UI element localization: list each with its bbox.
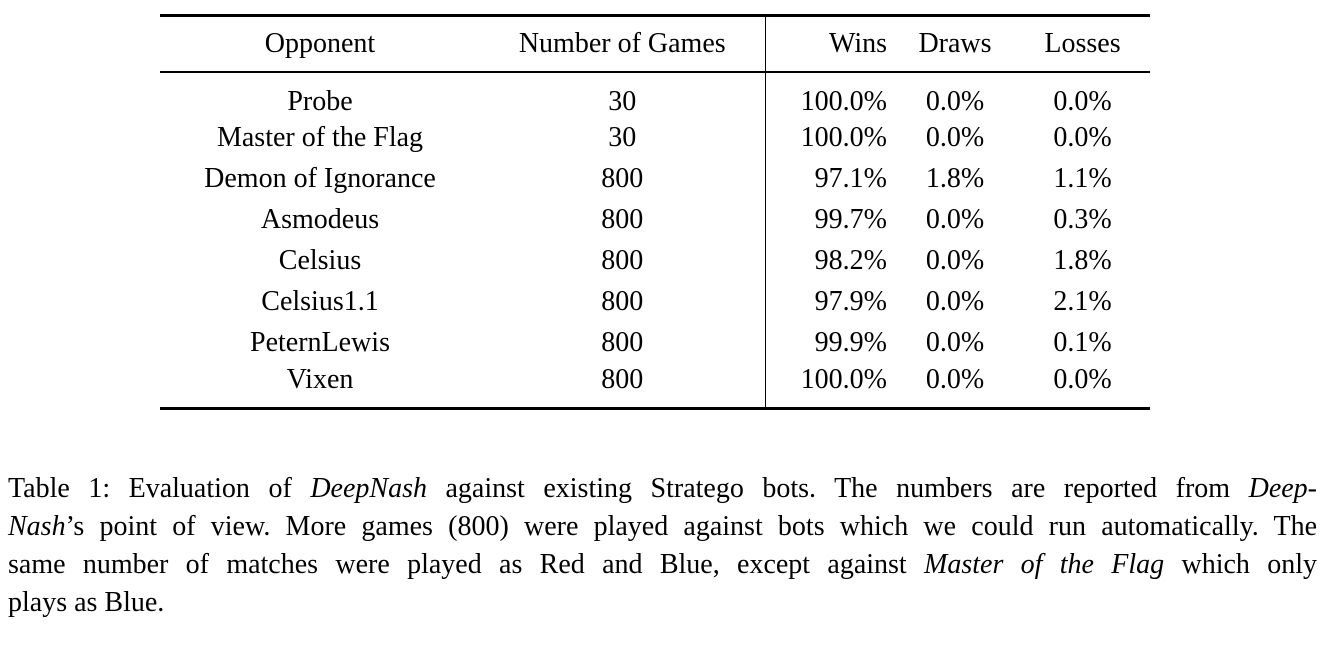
cell-opponent: PeternLewis xyxy=(250,327,390,358)
cell-opponent: Celsius xyxy=(278,245,362,276)
table-row: Asmodeus 800 99.7% 0.0% 0.3% xyxy=(160,199,1150,241)
caption-line: Nash’s point of view. More games (800) w… xyxy=(8,508,1317,546)
cell-opponent: Celsius1.1 xyxy=(261,286,379,317)
cell-opponent: Demon of Ignorance xyxy=(204,163,436,194)
cell-games: 30 xyxy=(608,122,637,153)
caption-text: plays as Blue. xyxy=(8,586,165,618)
header-draws: Draws xyxy=(895,14,1015,73)
table-row: PeternLewis 800 99.9% 0.0% 0.1% xyxy=(160,322,1150,364)
table-row: Celsius1.1 800 97.9% 0.0% 2.1% xyxy=(160,281,1150,323)
cell-losses: 2.1% xyxy=(1053,286,1112,317)
caption-text: against existing Stratego bots. The numb… xyxy=(426,472,1249,504)
cell-draws: 0.0% xyxy=(925,85,985,117)
table-caption: Table 1: Evaluation of DeepNash against … xyxy=(0,470,1325,622)
paper-page: Opponent Number of Games Wins Draws Loss… xyxy=(0,14,1325,622)
cell-draws: 0.0% xyxy=(925,204,985,235)
caption-line: plays as Blue. xyxy=(8,584,1317,622)
table-row: Celsius 800 98.2% 0.0% 1.8% xyxy=(160,240,1150,282)
caption-text: which only xyxy=(1164,548,1317,580)
table-row: Master of the Flag 30 100.0% 0.0% 0.0% xyxy=(160,117,1150,159)
caption-italic-deep-hyphen: Deep- xyxy=(1248,472,1317,504)
header-wins: Wins xyxy=(764,14,895,73)
cell-losses: 0.1% xyxy=(1053,327,1112,358)
cell-wins: 97.1% xyxy=(764,158,895,200)
cell-opponent: Asmodeus xyxy=(260,204,380,235)
cell-games: 800 xyxy=(480,363,765,410)
caption-italic-deepnash: DeepNash xyxy=(310,472,427,504)
table-header-row: Opponent Number of Games Wins Draws Loss… xyxy=(160,14,1150,73)
cell-games: 30 xyxy=(608,85,637,117)
cell-games: 800 xyxy=(601,286,644,317)
cell-games: 800 xyxy=(601,327,644,358)
caption-line: Table 1: Evaluation of DeepNash against … xyxy=(8,470,1317,508)
caption-text: Table 1: Evaluation of xyxy=(8,472,311,504)
cell-opponent: Vixen xyxy=(160,363,480,410)
cell-games: 800 xyxy=(601,163,644,194)
cell-wins: 100.0% xyxy=(764,117,895,159)
cell-wins: 100.0% xyxy=(764,71,895,118)
cell-losses: 0.3% xyxy=(1053,204,1112,235)
cell-wins: 99.9% xyxy=(764,322,895,364)
cell-draws: 0.0% xyxy=(895,363,1015,410)
cell-draws: 1.8% xyxy=(925,163,985,194)
cell-draws: 0.0% xyxy=(925,245,985,276)
table-row: Probe 30 100.0% 0.0% 0.0% xyxy=(160,71,1150,118)
caption-text: same number of matches were played as Re… xyxy=(8,548,925,580)
results-table: Opponent Number of Games Wins Draws Loss… xyxy=(160,14,1150,410)
header-losses: Losses xyxy=(1015,14,1150,73)
caption-text: ’s point of view. More games (800) were … xyxy=(65,510,1317,542)
cell-draws: 0.0% xyxy=(925,327,985,358)
header-opponent: Opponent xyxy=(160,14,480,73)
cell-games: 800 xyxy=(601,245,644,276)
cell-draws: 0.0% xyxy=(925,286,985,317)
table-row: Vixen 800 100.0% 0.0% 0.0% xyxy=(160,363,1150,410)
cell-losses: 1.1% xyxy=(1053,163,1112,194)
cell-losses: 0.0% xyxy=(1053,122,1112,153)
caption-line: same number of matches were played as Re… xyxy=(8,546,1317,584)
cell-wins: 100.0% xyxy=(764,363,895,410)
cell-wins: 98.2% xyxy=(764,240,895,282)
table-row: Demon of Ignorance 800 97.1% 1.8% 1.1% xyxy=(160,158,1150,200)
cell-wins: 97.9% xyxy=(764,281,895,323)
caption-italic-master-of-the-flag: Master of the Flag xyxy=(924,548,1165,580)
cell-opponent: Probe xyxy=(287,85,353,117)
header-number-of-games: Number of Games xyxy=(480,14,765,73)
cell-losses: 0.0% xyxy=(1015,363,1150,410)
cell-losses: 0.0% xyxy=(1053,85,1112,117)
cell-wins: 99.7% xyxy=(764,199,895,241)
cell-losses: 1.8% xyxy=(1053,245,1112,276)
caption-italic-nash: Nash xyxy=(8,510,66,542)
cell-draws: 0.0% xyxy=(925,122,985,153)
cell-games: 800 xyxy=(601,204,644,235)
cell-opponent: Master of the Flag xyxy=(216,122,424,153)
